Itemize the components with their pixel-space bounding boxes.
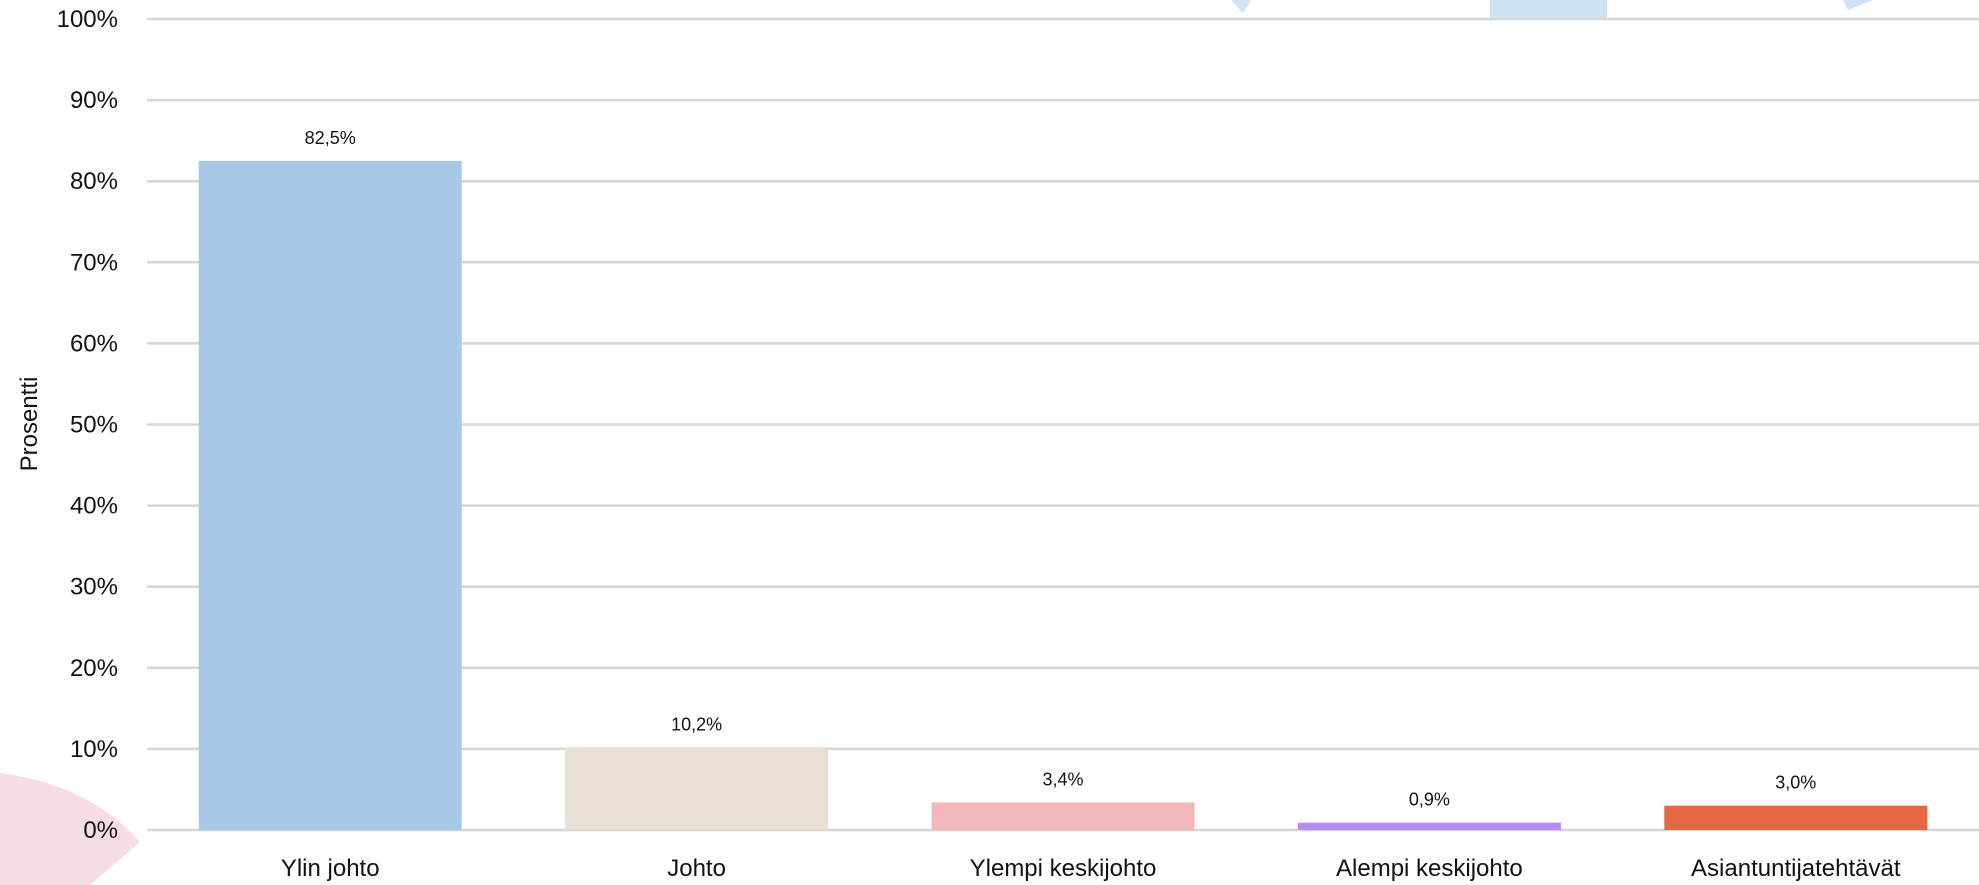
- data-labels: 82,5% 10,2% 3,4% 0,9% 3,0%: [305, 128, 1817, 810]
- light-blue-shape-decoration: [1231, 0, 1251, 13]
- data-label: 3,0%: [1775, 773, 1816, 793]
- y-tick-label: 10%: [70, 736, 118, 763]
- bar: [565, 747, 829, 830]
- y-axis-ticks: 0% 10% 20% 30% 40% 50% 60% 70% 80% 90% 100%: [57, 6, 118, 844]
- x-tick-label: Ylin johto: [281, 855, 380, 882]
- y-tick-label: 80%: [70, 168, 118, 195]
- y-tick-label: 60%: [70, 330, 118, 357]
- bar: [1297, 822, 1561, 830]
- y-tick-label: 90%: [70, 87, 118, 114]
- y-tick-label: 40%: [70, 493, 118, 520]
- data-label: 3,4%: [1042, 769, 1083, 789]
- bar: [931, 802, 1195, 830]
- y-tick-label: 30%: [70, 574, 118, 601]
- y-tick-label: 70%: [70, 249, 118, 276]
- x-tick-label: Johto: [667, 855, 726, 882]
- y-axis-label: Prosentti: [16, 377, 43, 472]
- y-tick-label: 20%: [70, 655, 118, 682]
- data-label: 10,2%: [671, 714, 722, 734]
- x-axis-ticks: Ylin johto Johto Ylempi keskijohto Alempi k…: [281, 855, 1901, 882]
- x-tick-label: Asiantuntijatehtävät: [1691, 855, 1901, 882]
- data-label: 82,5%: [305, 128, 356, 148]
- y-tick-label: 0%: [83, 817, 118, 844]
- y-tick-label: 100%: [57, 6, 118, 33]
- light-blue-shape-decoration: [1843, 0, 1873, 10]
- y-tick-label: 50%: [70, 412, 118, 439]
- bar: [1664, 805, 1928, 830]
- x-tick-label: Ylempi keskijohto: [970, 855, 1157, 882]
- light-blue-bar-decoration: [1490, 0, 1607, 19]
- x-tick-label: Alempi keskijohto: [1336, 855, 1523, 882]
- bars: [198, 160, 1928, 831]
- bar: [198, 160, 462, 831]
- data-label: 0,9%: [1409, 790, 1450, 810]
- background-decoration: [0, 0, 1873, 885]
- pink-circle-decoration: [0, 773, 140, 885]
